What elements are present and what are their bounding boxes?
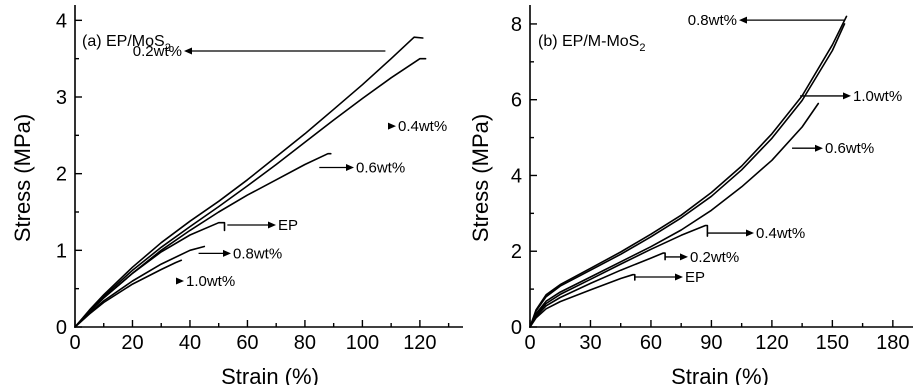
y-tick-label: 0 bbox=[511, 317, 522, 339]
panel-b-y-ticks: 0 2 4 6 8 bbox=[511, 14, 537, 339]
annotation-label-10wt: 1.0wt% bbox=[853, 88, 902, 105]
y-tick-label: 2 bbox=[56, 164, 67, 186]
y-tick-label: 4 bbox=[56, 10, 67, 32]
panel-a-curves bbox=[74, 36, 427, 328]
x-tick-label: 80 bbox=[294, 332, 316, 354]
x-tick-label: 90 bbox=[700, 332, 722, 354]
series-line-02wt bbox=[529, 252, 666, 328]
panel-a-axes-frame bbox=[74, 5, 463, 328]
annotation-arrowhead-04wt bbox=[388, 122, 396, 130]
series-line-04wt bbox=[74, 57, 427, 328]
x-tick-label: 150 bbox=[816, 332, 849, 354]
annotation-arrowhead-04wt bbox=[746, 229, 754, 237]
x-tick-label: 30 bbox=[579, 332, 601, 354]
series-line-ep bbox=[74, 221, 226, 328]
y-tick-label: 8 bbox=[511, 14, 522, 36]
series-line-02wt bbox=[74, 36, 424, 328]
x-tick-label: 60 bbox=[236, 332, 258, 354]
panel-a: 0 20 40 60 80 100 120 0 1 2 3 4 0.2wt% 0.4wt% 0.6wt%… bbox=[10, 5, 463, 385]
annotation-arrowhead-10wt bbox=[176, 277, 184, 285]
panel-a-y-ticks: 0 1 2 3 4 bbox=[56, 10, 82, 339]
annotation-arrowhead-10wt bbox=[843, 92, 851, 100]
annotation-label-08wt: 0.8wt% bbox=[233, 245, 282, 262]
y-tick-label: 6 bbox=[511, 90, 522, 112]
x-tick-label: 120 bbox=[755, 332, 788, 354]
series-line-04wt bbox=[529, 224, 709, 328]
x-tick-label: 0 bbox=[69, 332, 80, 354]
series-line-06wt bbox=[74, 152, 332, 328]
annotation-arrowhead-06wt bbox=[346, 164, 354, 172]
x-tick-label: 120 bbox=[403, 332, 436, 354]
annotation-label-10wt: 1.0wt% bbox=[186, 273, 235, 290]
series-line-08wt bbox=[74, 245, 206, 328]
annotation-label-02wt: 0.2wt% bbox=[690, 249, 739, 266]
annotation-arrowhead-02wt bbox=[184, 47, 192, 55]
panel-b-axis-lines bbox=[529, 5, 913, 328]
panel-b-title: (b) EP/M-MoS2 bbox=[538, 33, 645, 54]
annotation-label-04wt: 0.4wt% bbox=[756, 225, 805, 242]
annotation-label-06wt: 0.6wt% bbox=[825, 140, 874, 157]
panel-a-axis-lines bbox=[74, 5, 463, 328]
y-tick-label: 3 bbox=[56, 87, 67, 109]
annotation-arrowhead-ep bbox=[268, 221, 276, 229]
series-line-08wt bbox=[529, 15, 848, 328]
annotation-arrowhead-02wt bbox=[680, 253, 688, 261]
series-line-10wt bbox=[529, 23, 846, 328]
annotation-arrowhead-08wt bbox=[223, 249, 231, 257]
annotation-label-02wt: 0.2wt% bbox=[133, 43, 182, 60]
x-tick-label: 100 bbox=[346, 332, 379, 354]
panel-b-curves bbox=[529, 15, 848, 328]
panel-a-annotations: 0.2wt% 0.4wt% 0.6wt% EP 0.8wt% 1.0wt% bbox=[133, 43, 447, 290]
x-tick-label: 60 bbox=[640, 332, 662, 354]
annotation-label-06wt: 0.6wt% bbox=[356, 160, 405, 177]
panel-b-x-axis-title: Strain (%) bbox=[671, 364, 769, 385]
annotation-label-08wt: 0.8wt% bbox=[688, 12, 737, 29]
panel-b: 0 30 60 90 120 150 180 0 2 4 6 8 0.8wt% 1.0wt% 0.6wt… bbox=[468, 5, 913, 385]
panel-a-x-ticks: 0 20 40 60 80 100 120 bbox=[69, 320, 450, 354]
series-line-06wt bbox=[529, 102, 820, 328]
x-tick-label: 20 bbox=[121, 332, 143, 354]
x-tick-label: 40 bbox=[179, 332, 201, 354]
annotation-arrowhead-08wt bbox=[739, 16, 747, 24]
annotation-label-04wt: 0.4wt% bbox=[398, 118, 447, 135]
panel-b-annotations: 0.8wt% 1.0wt% 0.6wt% 0.4wt% 0.2wt% EP bbox=[634, 12, 902, 286]
annotation-label-ep: EP bbox=[278, 217, 298, 234]
y-tick-label: 2 bbox=[511, 241, 522, 263]
y-tick-label: 0 bbox=[56, 317, 67, 339]
series-line-10wt bbox=[74, 259, 183, 328]
panel-b-axes-frame bbox=[529, 5, 913, 328]
annotation-arrowhead-06wt bbox=[815, 144, 823, 152]
panel-a-x-axis-title: Strain (%) bbox=[221, 364, 319, 385]
panel-b-y-axis-title: Stress (MPa) bbox=[468, 114, 493, 242]
y-tick-label: 4 bbox=[511, 165, 522, 187]
panel-a-y-axis-title: Stress (MPa) bbox=[10, 114, 35, 242]
annotation-label-ep: EP bbox=[685, 269, 705, 286]
annotation-arrowhead-ep bbox=[675, 273, 683, 281]
x-tick-label: 0 bbox=[524, 332, 535, 354]
panel-b-x-ticks: 0 30 60 90 120 150 180 bbox=[524, 320, 910, 354]
panel-a-title: (a) EP/MoS2 bbox=[82, 33, 171, 54]
x-tick-label: 180 bbox=[876, 332, 909, 354]
y-tick-label: 1 bbox=[56, 240, 67, 262]
series-line-ep bbox=[529, 273, 636, 328]
